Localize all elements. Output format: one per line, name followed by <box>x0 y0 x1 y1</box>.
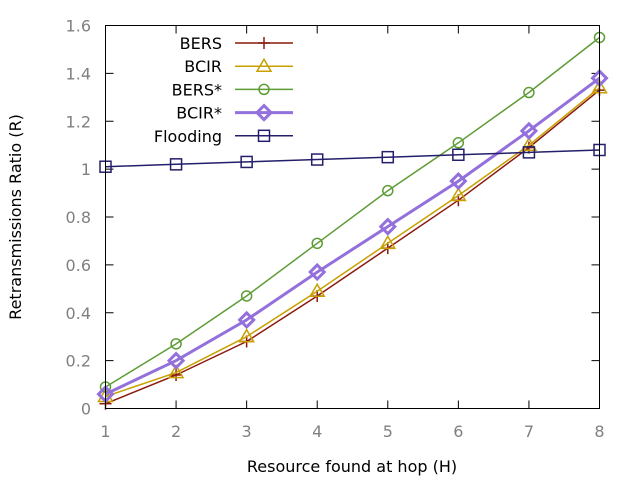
y-tick-label: 1.6 <box>66 17 91 36</box>
series-line-flooding <box>105 149 600 168</box>
legend-label-bcir: BCIR <box>184 57 222 76</box>
data-point-bcir <box>167 364 185 379</box>
data-point-bcir-star <box>308 262 327 282</box>
series-line-bcir-star <box>104 76 601 396</box>
data-point-bers-star <box>240 290 253 302</box>
series-line-bcir <box>105 87 600 398</box>
data-point-bers-star <box>452 137 465 149</box>
x-tick-label: 4 <box>312 422 322 441</box>
y-axis-title: Retransmissions Ratio (R) <box>6 114 25 320</box>
data-point-bcir <box>238 328 255 343</box>
legend-entry-bcir: BCIR <box>184 57 293 76</box>
legend-marker-flooding <box>257 129 271 143</box>
data-point-flooding <box>240 155 253 169</box>
data-point-bers-star <box>523 86 535 99</box>
y-tick-label: 0.2 <box>66 352 91 371</box>
y-tick-label: 0.6 <box>66 256 91 275</box>
legend-marker-bcir-star <box>254 103 274 122</box>
x-tick-label: 3 <box>242 422 252 441</box>
series-group <box>96 31 609 410</box>
data-point-bcir-star <box>519 121 539 140</box>
legend-marker-bers-star <box>258 83 270 96</box>
data-point-bcir-star <box>449 171 468 191</box>
data-point-bcir-star <box>378 217 397 236</box>
legend-label-bers: BERS <box>180 34 222 53</box>
data-point-flooding <box>169 158 183 171</box>
x-tick-label: 7 <box>524 422 534 441</box>
data-point-bers <box>170 368 183 381</box>
data-point-flooding <box>452 148 465 162</box>
x-tick-label: 2 <box>171 422 181 441</box>
legend: BERS BCIR BERS* BCIR* Flooding <box>154 34 293 146</box>
y-tick-label: 0.4 <box>66 304 91 323</box>
data-point-flooding <box>522 146 536 159</box>
data-point-bcir-star <box>237 310 256 330</box>
legend-label-bers-star: BERS* <box>172 80 222 99</box>
data-point-bcir <box>379 234 397 250</box>
legend-marker-bers <box>258 37 270 49</box>
x-tick-label: 8 <box>594 422 604 441</box>
legend-label-flooding: Flooding <box>154 127 222 146</box>
data-point-bcir <box>520 136 538 151</box>
data-point-bcir <box>450 186 467 202</box>
data-point-bers-star <box>311 237 323 250</box>
data-point-flooding <box>310 153 324 166</box>
legend-entry-bers: BERS <box>180 34 293 53</box>
y-tick-label: 1.2 <box>66 112 91 131</box>
series-line-bers <box>105 89 600 405</box>
y-tick-label: 1.4 <box>66 64 91 83</box>
x-tick-label: 5 <box>383 422 393 441</box>
plot-frame <box>105 25 600 409</box>
data-point-bers-star <box>382 184 394 197</box>
legend-entry-bcir-star: BCIR* <box>176 103 293 123</box>
series-line-bers-star <box>105 36 600 388</box>
legend-marker-bcir <box>255 57 273 72</box>
data-point-flooding <box>381 150 395 164</box>
data-point-bcir <box>308 282 326 297</box>
x-tick-label: 6 <box>453 422 463 441</box>
legend-entry-flooding: Flooding <box>154 127 293 146</box>
legend-label-bcir-star: BCIR* <box>176 104 222 123</box>
data-point-bcir-star <box>166 351 186 370</box>
series-bcir-star <box>96 69 609 404</box>
y-tick-label: 0 <box>81 400 91 419</box>
x-axis-title: Resource found at hop (H) <box>247 457 457 476</box>
legend-entry-bers-star: BERS* <box>172 80 293 99</box>
y-tick-label: 0.8 <box>66 208 91 227</box>
y-tick-label: 1 <box>81 160 91 179</box>
data-point-bers-star <box>170 338 182 350</box>
tick-labels: 0 0.2 0.4 0.6 0.8 1 1.2 1.4 1.6 1 2 3 4 5 6 7 8 <box>66 17 605 442</box>
x-tick-label: 1 <box>100 422 110 441</box>
